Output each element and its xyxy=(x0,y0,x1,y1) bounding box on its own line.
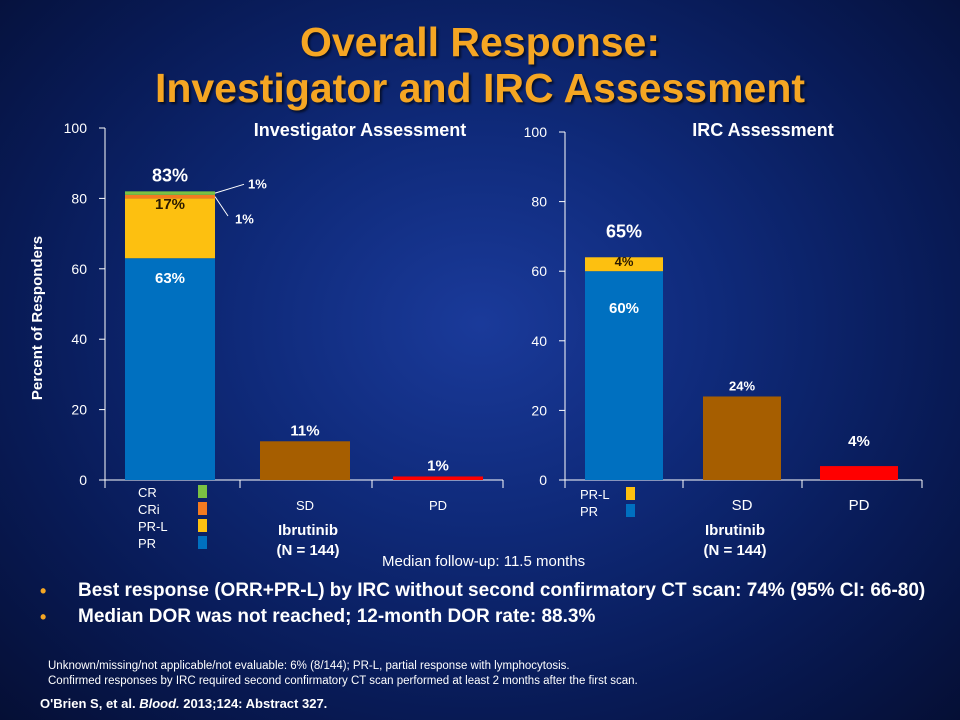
data-label: 4% xyxy=(848,433,870,450)
x-axis-label: Ibrutinib xyxy=(705,522,765,539)
bar-segment-pr-l xyxy=(585,257,663,272)
category-label: SD xyxy=(732,497,753,514)
bullet-item: • Median DOR was not reached; 12-month DO… xyxy=(40,606,940,628)
y-tick-label: 40 xyxy=(71,331,87,347)
category-label: PD xyxy=(429,498,447,513)
y-tick-label: 80 xyxy=(531,194,547,210)
data-label: 60% xyxy=(609,300,639,317)
y-tick-label: 20 xyxy=(71,402,87,418)
bullet-text: Median DOR was not reached; 12-month DOR… xyxy=(78,606,596,627)
data-label: 1% xyxy=(427,457,449,474)
y-tick-label: 0 xyxy=(539,472,547,488)
y-tick-label: 80 xyxy=(71,190,87,206)
x-axis-label: Ibrutinib xyxy=(278,522,338,539)
legend-label: CRi xyxy=(138,502,160,517)
bar-segment-cri xyxy=(125,194,215,199)
total-label: 83% xyxy=(152,165,188,185)
data-label: 63% xyxy=(155,270,185,287)
x-axis-label-n: (N = 144) xyxy=(277,542,340,559)
bullet-text: Best response (ORR+PR-L) by IRC without … xyxy=(78,580,926,601)
legend-label: PR-L xyxy=(580,487,610,502)
data-label: 24% xyxy=(729,378,755,393)
data-label: 11% xyxy=(290,422,319,439)
chart-title: IRC Assessment xyxy=(692,120,833,140)
bullet-item: • Best response (ORR+PR-L) by IRC without… xyxy=(40,580,940,602)
legend-label: PR xyxy=(138,536,156,551)
bar-pd xyxy=(820,466,898,480)
y-tick-label: 20 xyxy=(531,402,547,418)
slide-title-line2: Investigator and IRC Assessment xyxy=(154,65,806,111)
legend-swatch-cri xyxy=(198,502,207,515)
footnote-1: Unknown/missing/not applicable/not evalu… xyxy=(48,660,570,672)
legend-swatch-pr xyxy=(198,536,207,549)
total-label: 65% xyxy=(606,221,642,241)
citation-authors: O'Brien S, et al. xyxy=(40,696,140,711)
callout-line xyxy=(214,196,229,217)
bar-segment-cr xyxy=(125,191,215,195)
bullet-dot-icon: • xyxy=(40,607,47,627)
x-axis-label-n: (N = 144) xyxy=(704,542,767,559)
data-label: 1% xyxy=(248,176,267,191)
response-charts: Investigator Assessment 0 20 40 60 80 100 Perce… xyxy=(29,120,898,559)
footnote-2: Confirmed responses by IRC required seco… xyxy=(48,675,638,687)
y-axis-label: Percent of Responders xyxy=(29,236,46,400)
bar-segment-pr xyxy=(125,258,215,480)
citation-journal: Blood. xyxy=(139,696,180,711)
legend-swatch-pr-l xyxy=(198,519,207,532)
bar-pd xyxy=(393,476,483,480)
legend-label: PR-L xyxy=(138,519,168,534)
citation: O'Brien S, et al. Blood. 2013;124: Abstr… xyxy=(40,696,327,711)
y-tick-label: 60 xyxy=(531,263,547,279)
category-label: PD xyxy=(849,497,870,514)
bar-segment-pr-l xyxy=(125,198,215,259)
y-tick-label: 60 xyxy=(71,261,87,277)
bullet-dot-icon: • xyxy=(40,581,47,601)
legend-swatch-pr xyxy=(626,504,635,517)
data-label: 4% xyxy=(615,254,634,269)
slide-title-line1: Overall Response: xyxy=(299,19,661,65)
legend-swatch-pr-l xyxy=(626,487,635,500)
legend-label: PR xyxy=(580,504,598,519)
y-tick-label: 100 xyxy=(524,124,548,140)
bullet-list: • Best response (ORR+PR-L) by IRC without… xyxy=(40,580,940,632)
data-label: 17% xyxy=(155,196,185,213)
legend-swatch-cr xyxy=(198,485,207,498)
bar-sd xyxy=(260,441,350,480)
median-followup: Median follow-up: 11.5 months xyxy=(382,553,586,570)
bar-segment-pr xyxy=(585,271,663,480)
callout-line xyxy=(214,183,245,194)
y-tick-label: 0 xyxy=(79,472,87,488)
bar-sd xyxy=(703,396,781,480)
citation-details: 2013;124: Abstract 327. xyxy=(179,696,328,711)
chart-title: Investigator Assessment xyxy=(254,120,466,140)
data-label: 1% xyxy=(235,212,254,227)
y-tick-label: 100 xyxy=(64,120,88,136)
category-label: SD xyxy=(296,498,314,513)
legend-label: CR xyxy=(138,485,157,500)
y-tick-label: 40 xyxy=(531,333,547,349)
